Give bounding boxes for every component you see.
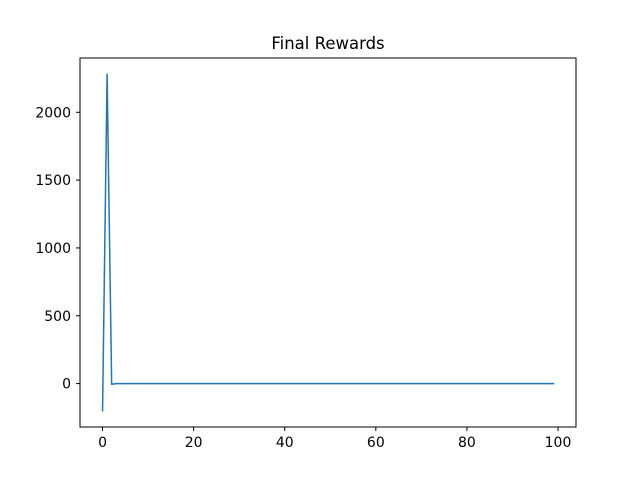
x-tick-label: 60 <box>367 435 385 451</box>
x-tick-label: 0 <box>98 435 107 451</box>
y-axis: 0 500 1000 1500 2000 <box>35 105 80 393</box>
x-tick-label: 80 <box>458 435 476 451</box>
series-line <box>101 73 555 412</box>
x-tick-label: 100 <box>545 435 572 451</box>
series-layer <box>101 73 555 412</box>
y-tick-label: 2000 <box>35 105 71 121</box>
plot-frame <box>79 57 577 428</box>
y-tick-label: 1500 <box>35 173 71 189</box>
x-tick-label: 20 <box>185 435 203 451</box>
y-tick-label: 1000 <box>35 241 71 257</box>
y-tick-label: 0 <box>62 377 71 393</box>
y-tick-label: 500 <box>44 309 71 325</box>
chart-title: Final Rewards <box>271 34 384 53</box>
x-tick-label: 40 <box>276 435 294 451</box>
x-axis: 0 20 40 60 80 100 <box>98 427 571 451</box>
